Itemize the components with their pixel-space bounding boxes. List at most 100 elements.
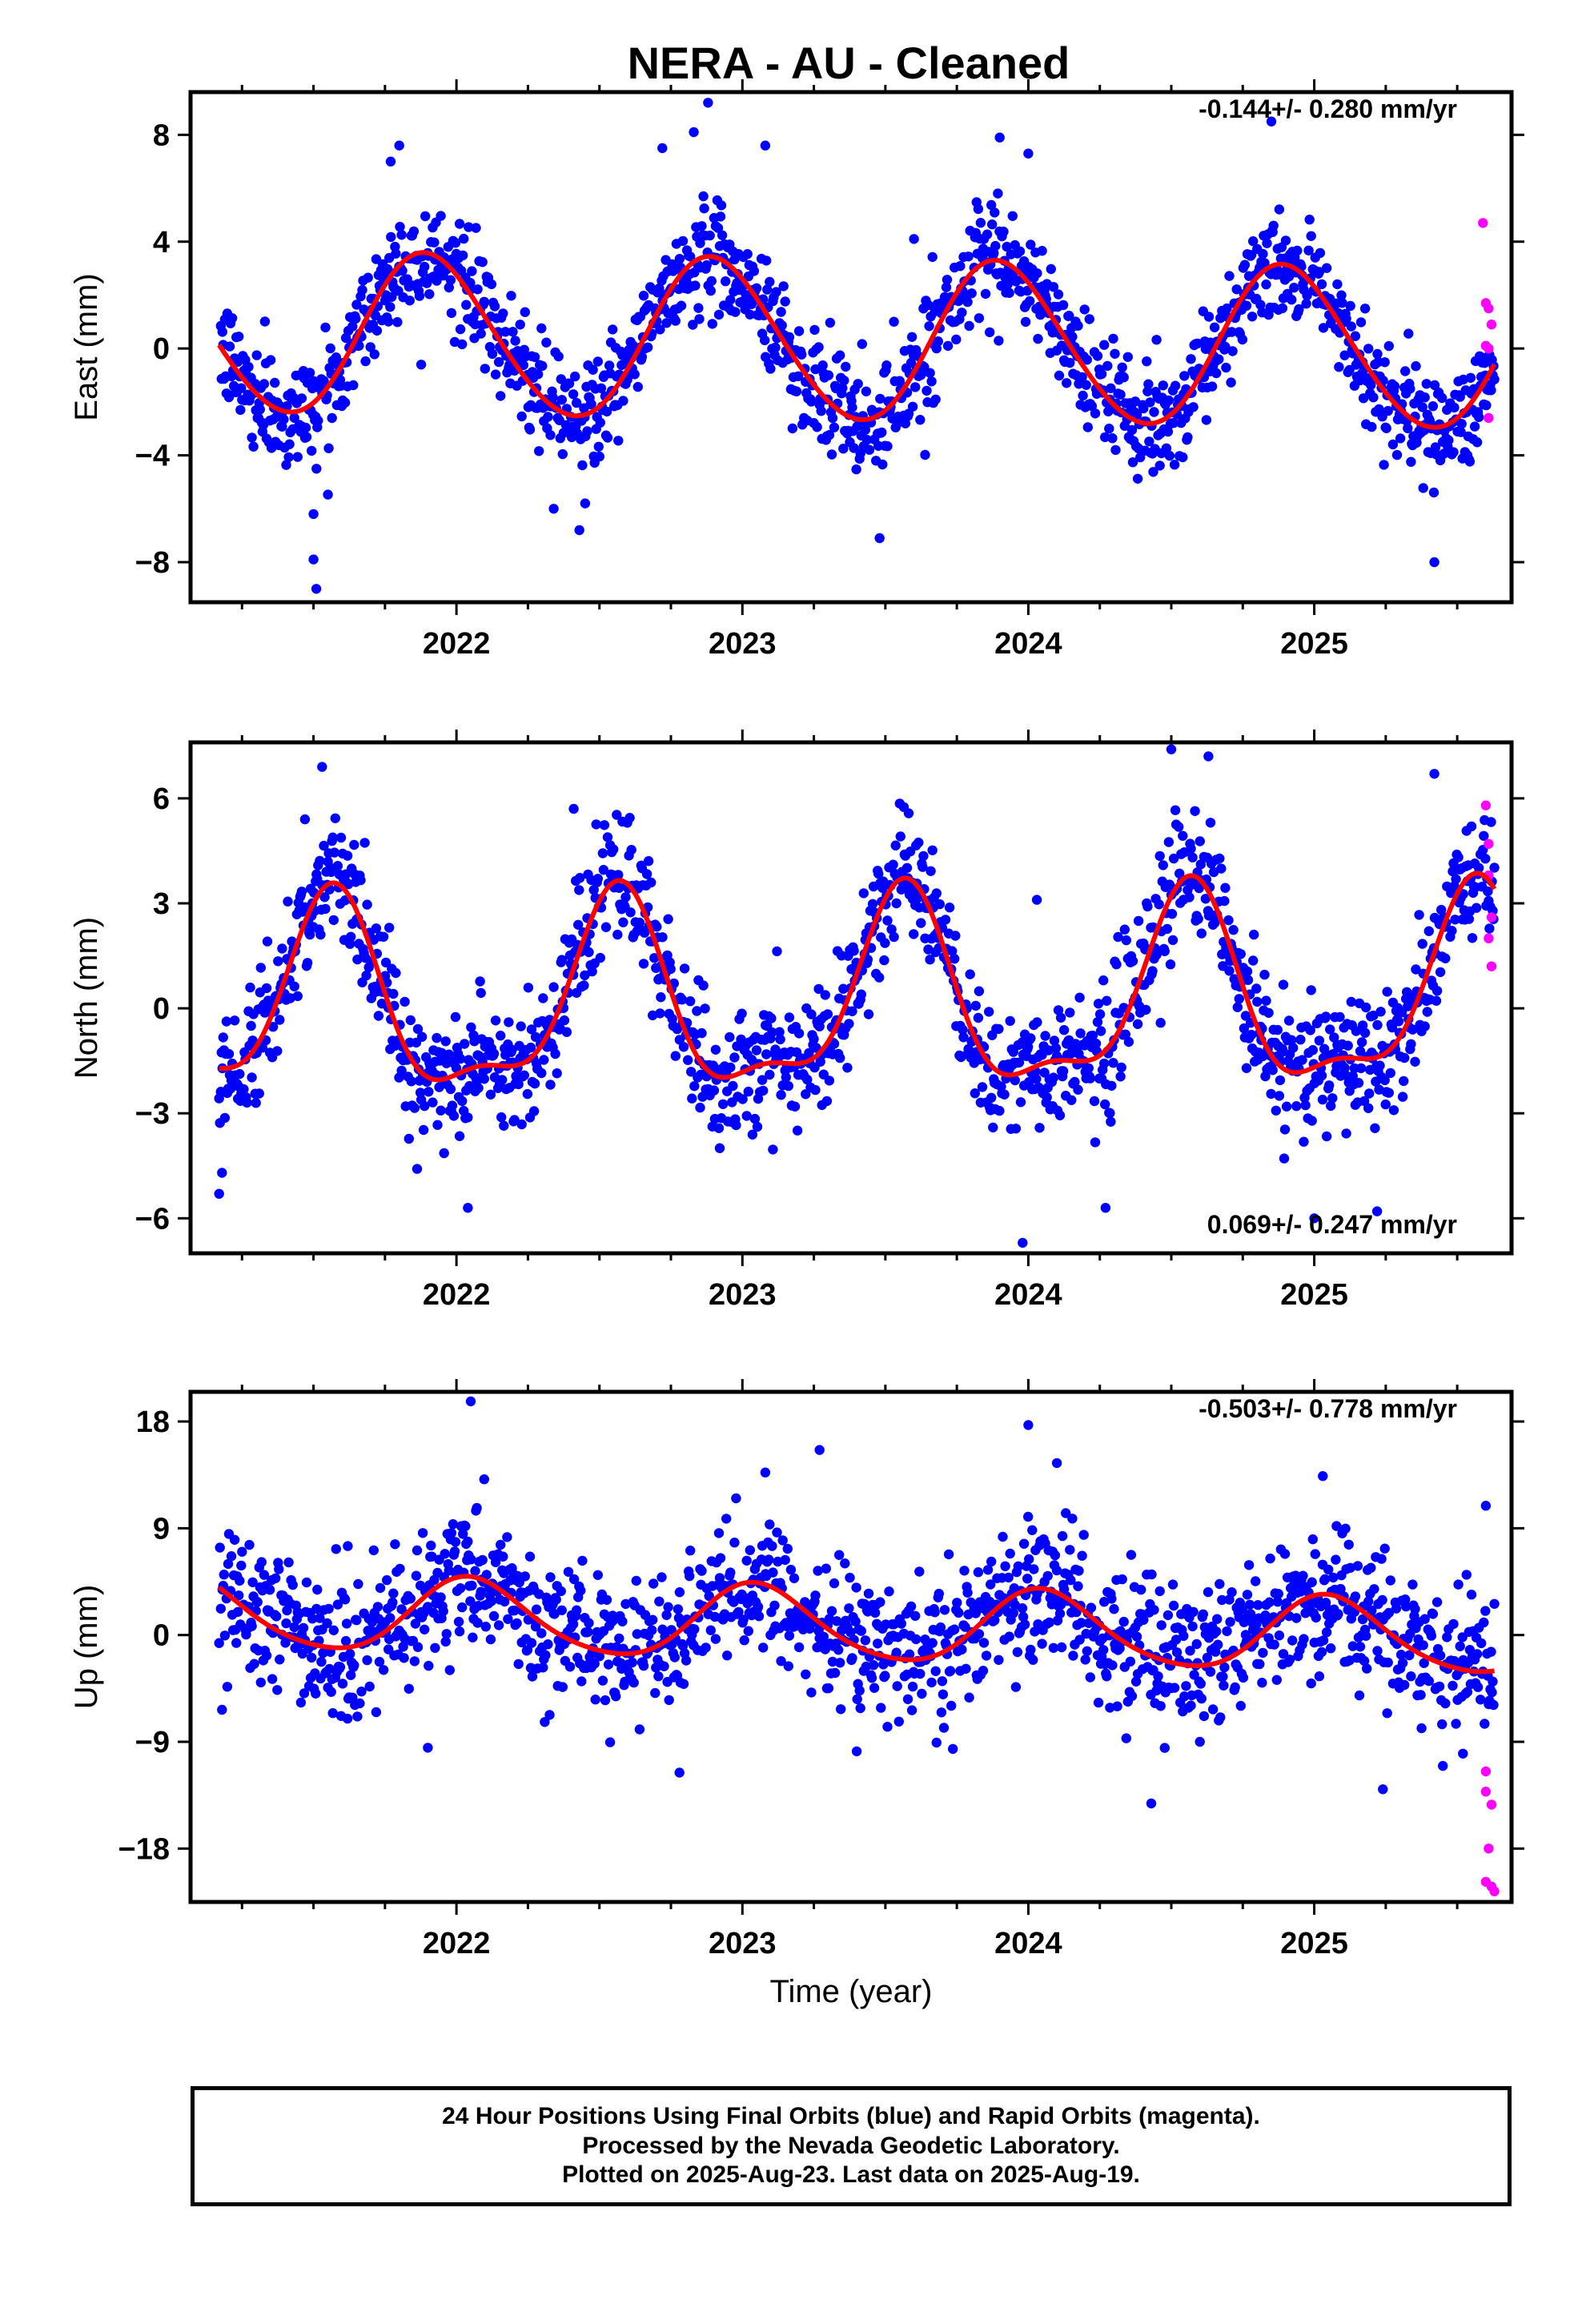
final-orbit-point (882, 915, 893, 926)
final-orbit-point (679, 963, 690, 974)
final-orbit-point (1211, 368, 1222, 379)
final-orbit-point (1215, 853, 1225, 864)
final-orbit-point (1239, 259, 1251, 270)
final-orbit-point (964, 320, 974, 332)
final-orbit-point (1171, 1647, 1182, 1658)
final-orbit-point (986, 1579, 996, 1590)
final-orbit-point (833, 1645, 844, 1655)
final-orbit-point (721, 276, 731, 287)
final-orbit-point (1375, 1060, 1385, 1071)
rapid-orbit-point (1484, 933, 1494, 943)
final-orbit-point (715, 1553, 726, 1563)
final-orbit-point (784, 1012, 795, 1023)
final-orbit-point (1018, 1237, 1028, 1248)
velocity-rate-label: -0.503+/- 0.778 mm/yr (1199, 1394, 1457, 1423)
final-orbit-point (966, 288, 977, 299)
final-orbit-point (690, 280, 701, 291)
final-orbit-point (861, 386, 872, 396)
final-orbit-point (525, 1042, 536, 1053)
final-orbit-point (572, 397, 582, 408)
final-orbit-point (655, 1008, 665, 1019)
final-orbit-point (685, 996, 696, 1007)
final-orbit-point (440, 1636, 451, 1647)
final-orbit-point (281, 460, 291, 470)
final-orbit-point (860, 424, 871, 435)
final-orbit-point (1469, 421, 1480, 432)
final-orbit-point (1341, 1128, 1351, 1139)
final-orbit-point (1143, 379, 1154, 389)
final-orbit-point (768, 1567, 778, 1578)
final-orbit-point (613, 436, 624, 446)
final-orbit-point (383, 263, 393, 275)
final-orbit-point (378, 1665, 389, 1675)
final-orbit-point (301, 432, 312, 442)
final-orbit-point (817, 360, 828, 371)
final-orbit-point (1127, 955, 1138, 967)
final-orbit-point (1456, 419, 1467, 429)
final-orbit-point (1118, 372, 1129, 383)
final-orbit-point (281, 1618, 291, 1629)
final-orbit-point (1154, 850, 1165, 862)
final-orbit-point (762, 284, 773, 295)
final-orbit-point (1083, 1063, 1094, 1074)
final-orbit-point (892, 1681, 902, 1691)
final-orbit-point (420, 261, 430, 272)
final-orbit-point (704, 1590, 714, 1602)
x-axis-label: Time (year) (770, 1974, 933, 2009)
final-orbit-point (738, 1614, 749, 1625)
final-orbit-point (823, 1683, 834, 1694)
final-orbit-point (251, 350, 262, 360)
final-orbit-point (577, 460, 588, 471)
final-orbit-point (1255, 1659, 1265, 1670)
final-orbit-point (916, 370, 926, 380)
final-orbit-point (678, 1042, 689, 1052)
final-orbit-point (465, 1596, 476, 1606)
final-orbit-point (1058, 1066, 1069, 1076)
final-orbit-point (477, 1554, 488, 1566)
final-orbit-point (536, 323, 547, 334)
final-orbit-point (602, 432, 613, 443)
final-orbit-point (400, 996, 410, 1007)
y-tick-label: 4 (153, 226, 170, 259)
final-orbit-point (1122, 352, 1134, 362)
final-orbit-point (1472, 1682, 1484, 1692)
final-orbit-point (827, 1656, 838, 1667)
final-orbit-point (654, 1596, 665, 1607)
final-orbit-point (272, 1685, 283, 1695)
final-orbit-point (356, 1687, 367, 1697)
final-orbit-point (1359, 1027, 1371, 1039)
final-orbit-point (1273, 1589, 1284, 1599)
final-orbit-point (1335, 1011, 1345, 1023)
final-orbit-point (1190, 806, 1200, 816)
final-orbit-point (234, 332, 244, 342)
final-orbit-point (767, 1541, 777, 1551)
final-orbit-point (261, 983, 272, 994)
final-orbit-point (632, 381, 643, 392)
final-orbit-point (889, 316, 899, 327)
y-tick-label: 8 (153, 119, 170, 152)
final-orbit-point (965, 969, 975, 979)
final-orbit-point (1082, 422, 1094, 432)
final-orbit-point (659, 1661, 669, 1671)
final-orbit-point (1076, 1618, 1086, 1628)
final-orbit-point (1419, 1021, 1430, 1031)
final-orbit-point (439, 1148, 449, 1159)
final-orbit-point (498, 308, 508, 319)
final-orbit-point (461, 300, 472, 310)
final-orbit-point (391, 967, 401, 979)
plot-frame (188, 740, 1514, 1256)
final-orbit-point (654, 283, 665, 294)
final-orbit-point (1032, 1017, 1042, 1027)
final-orbit-point (1221, 362, 1231, 373)
final-orbit-point (1331, 1554, 1341, 1565)
final-orbit-point (1010, 1124, 1022, 1134)
final-orbit-point (463, 1536, 473, 1547)
final-orbit-point (612, 929, 623, 940)
final-orbit-point (845, 1627, 856, 1638)
final-orbit-point (608, 844, 619, 854)
final-orbit-point (1209, 918, 1220, 928)
final-orbit-point (937, 1676, 948, 1687)
final-orbit-point (753, 1611, 765, 1622)
final-orbit-point (1434, 1681, 1445, 1692)
